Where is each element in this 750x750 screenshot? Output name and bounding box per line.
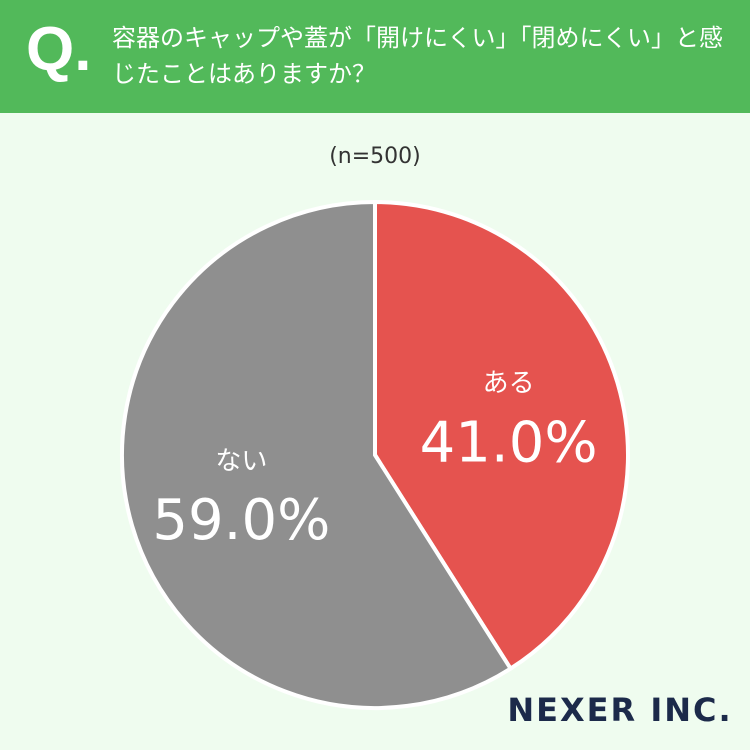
slice-value-label: 59.0%	[152, 488, 330, 553]
question-label: Q.	[26, 15, 92, 84]
slice-value-label: 41.0%	[420, 410, 598, 475]
pie-slice	[120, 199, 514, 710]
chart-title: 容器のキャップや蓋が「開けにくい」「閉めにくい」と感じたことはありますか？	[112, 24, 724, 88]
header: Q. 容器のキャップや蓋が「開けにくい」「閉めにくい」と感じたことはありますか？	[0, 0, 750, 113]
slice-category: ある	[483, 369, 535, 399]
chart-subtitle: (n=500)	[329, 144, 421, 169]
slice-category: ない	[215, 446, 267, 476]
logo: NEXER INC.	[507, 691, 732, 729]
